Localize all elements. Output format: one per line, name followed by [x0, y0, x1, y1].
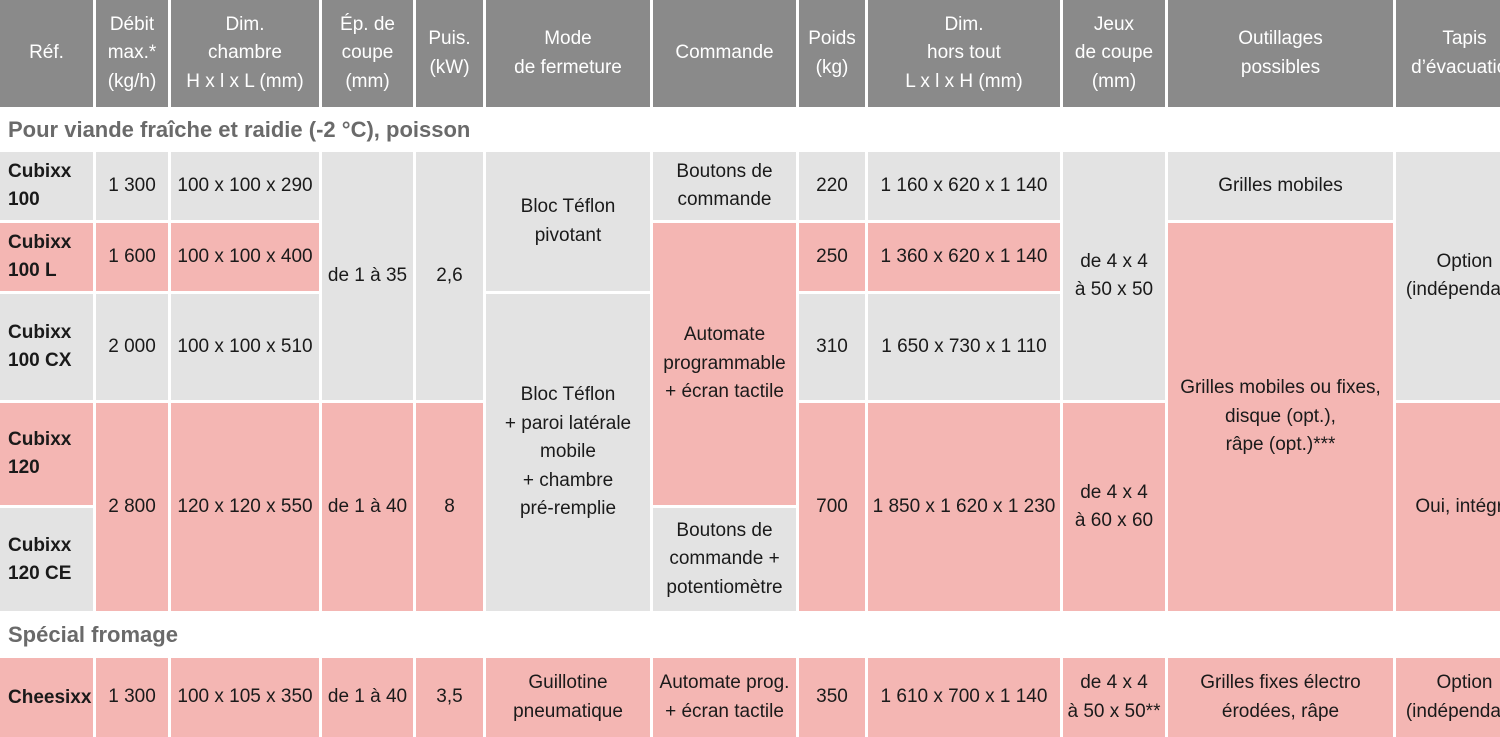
puissance-cubixx-100-group: 2,6	[416, 152, 483, 400]
header-poids: Poids (kg)	[799, 0, 865, 107]
ref-cubixx-100-cx: Cubixx 100 CX	[0, 294, 93, 400]
jeux-cubixx-100-group: de 4 x 4 à 50 x 50	[1063, 152, 1165, 400]
epaisseur-cheesixx: de 1 à 40	[322, 658, 413, 737]
fermeture-bloc-pivotant: Bloc Téflon pivotant	[486, 152, 650, 291]
hors-tout-cubixx-100-cx: 1 650 x 730 x 1 110	[868, 294, 1060, 400]
header-dim-hors-tout: Dim. hors tout L x l x H (mm)	[868, 0, 1060, 107]
commande-cheesixx: Automate prog. + écran tactile	[653, 658, 796, 737]
poids-cubixx-120-group: 700	[799, 403, 865, 611]
header-commande: Commande	[653, 0, 796, 107]
epaisseur-cubixx-120-group: de 1 à 40	[322, 403, 413, 611]
puissance-cubixx-120-group: 8	[416, 403, 483, 611]
dim-cubixx-100-l: 100 x 100 x 400	[171, 223, 319, 291]
header-dim-chambre: Dim. chambre H x l x L (mm)	[171, 0, 319, 107]
hors-tout-cubixx-100: 1 160 x 620 x 1 140	[868, 152, 1060, 220]
tapis-cubixx-100-group: Option (indépendant)	[1396, 152, 1500, 400]
dim-cubixx-120-group: 120 x 120 x 550	[171, 403, 319, 611]
header-epaisseur: Ép. de coupe (mm)	[322, 0, 413, 107]
header-jeux: Jeux de coupe (mm)	[1063, 0, 1165, 107]
ref-cubixx-100: Cubixx 100	[0, 152, 93, 220]
section-title-fromage: Spécial fromage	[0, 614, 1500, 655]
tapis-cheesixx: Option (indépendant)	[1396, 658, 1500, 737]
ref-cheesixx: Cheesixx	[0, 658, 93, 737]
debit-cheesixx: 1 300	[96, 658, 168, 737]
header-tapis: Tapis d’évacuation	[1396, 0, 1500, 107]
debit-cubixx-120-group: 2 800	[96, 403, 168, 611]
outillage-grilles-mobiles: Grilles mobiles	[1168, 152, 1393, 220]
poids-cubixx-100-l: 250	[799, 223, 865, 291]
dim-cubixx-100-cx: 100 x 100 x 510	[171, 294, 319, 400]
dim-cubixx-100: 100 x 100 x 290	[171, 152, 319, 220]
hors-tout-cubixx-120-group: 1 850 x 1 620 x 1 230	[868, 403, 1060, 611]
dim-cheesixx: 100 x 105 x 350	[171, 658, 319, 737]
commande-automate: Automate programmable + écran tactile	[653, 223, 796, 505]
header-ref: Réf.	[0, 0, 93, 107]
ref-cubixx-100-l: Cubixx 100 L	[0, 223, 93, 291]
hors-tout-cheesixx: 1 610 x 700 x 1 140	[868, 658, 1060, 737]
outillage-grilles-disque-rape: Grilles mobiles ou fixes, disque (opt.),…	[1168, 223, 1393, 611]
header-outillages: Outillages possibles	[1168, 0, 1393, 107]
debit-cubixx-100-l: 1 600	[96, 223, 168, 291]
poids-cubixx-100: 220	[799, 152, 865, 220]
puissance-cheesixx: 3,5	[416, 658, 483, 737]
ref-cubixx-120: Cubixx 120	[0, 403, 93, 505]
poids-cubixx-100-cx: 310	[799, 294, 865, 400]
commande-boutons: Boutons de commande	[653, 152, 796, 220]
jeux-cheesixx: de 4 x 4 à 50 x 50**	[1063, 658, 1165, 737]
poids-cheesixx: 350	[799, 658, 865, 737]
hors-tout-cubixx-100-l: 1 360 x 620 x 1 140	[868, 223, 1060, 291]
debit-cubixx-100: 1 300	[96, 152, 168, 220]
tapis-cubixx-120-group: Oui, intégré	[1396, 403, 1500, 611]
ref-cubixx-120-ce: Cubixx 120 CE	[0, 508, 93, 611]
epaisseur-cubixx-100-group: de 1 à 35	[322, 152, 413, 400]
header-debit: Débit max.* (kg/h)	[96, 0, 168, 107]
jeux-cubixx-120-group: de 4 x 4 à 60 x 60	[1063, 403, 1165, 611]
fermeture-cheesixx: Guillotine pneumatique	[486, 658, 650, 737]
header-puissance: Puis. (kW)	[416, 0, 483, 107]
header-fermeture: Mode de fermeture	[486, 0, 650, 107]
commande-potentiometre: Boutons de commande + potentiomètre	[653, 508, 796, 611]
outillage-cheesixx: Grilles fixes électro érodées, râpe	[1168, 658, 1393, 737]
debit-cubixx-100-cx: 2 000	[96, 294, 168, 400]
section-title-viande: Pour viande fraîche et raidie (-2 °C), p…	[0, 110, 1500, 149]
fermeture-bloc-paroi: Bloc Téflon + paroi latérale mobile + ch…	[486, 294, 650, 611]
